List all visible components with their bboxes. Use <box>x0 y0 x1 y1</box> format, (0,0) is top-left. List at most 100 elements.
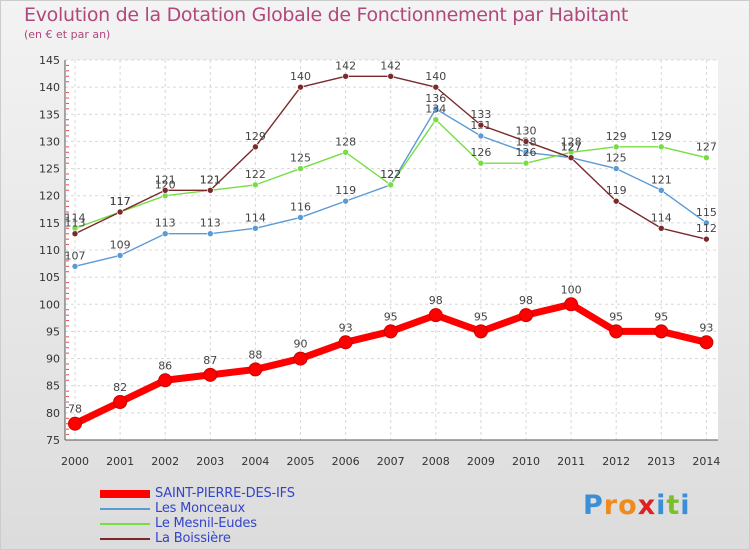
data-point <box>609 324 624 339</box>
data-label: 86 <box>158 359 172 372</box>
logo-letter: i <box>680 490 691 521</box>
x-tick-label: 2007 <box>377 455 405 468</box>
data-label: 126 <box>516 146 537 159</box>
logo-letter: o <box>618 490 638 521</box>
legend-swatch <box>100 538 150 540</box>
data-point <box>522 138 530 145</box>
logo-letter: x <box>637 490 657 521</box>
data-label: 140 <box>425 70 446 83</box>
data-label: 126 <box>470 146 491 159</box>
data-label: 140 <box>290 70 311 83</box>
data-point <box>699 335 714 350</box>
data-point <box>477 132 485 140</box>
data-label: 119 <box>335 184 356 197</box>
data-label: 128 <box>335 135 356 148</box>
legend-swatch <box>100 490 150 498</box>
data-label: 128 <box>561 135 582 148</box>
data-point <box>522 148 530 156</box>
data-point <box>342 197 349 205</box>
data-label: 125 <box>606 152 627 165</box>
data-point <box>432 83 440 91</box>
data-label: 121 <box>155 173 176 186</box>
y-tick-label: 140 <box>39 81 60 94</box>
data-label: 114 <box>651 211 672 224</box>
data-label: 87 <box>203 354 217 367</box>
data-label: 134 <box>425 103 446 116</box>
data-point <box>428 308 443 323</box>
data-label: 133 <box>470 108 491 121</box>
y-tick-label: 75 <box>46 434 60 447</box>
data-point <box>161 230 169 238</box>
data-point <box>477 159 485 167</box>
data-point <box>297 83 304 91</box>
data-label: 136 <box>425 92 446 105</box>
data-point <box>297 165 304 172</box>
data-label: 127 <box>561 141 582 154</box>
x-tick-label: 2003 <box>196 455 224 468</box>
data-label: 112 <box>696 222 717 235</box>
data-point <box>473 324 488 339</box>
data-point <box>113 395 128 409</box>
legend-label: SAINT-PIERRE-DES-IFS <box>155 486 295 501</box>
x-tick-label: 2012 <box>602 455 630 468</box>
data-label: 82 <box>113 381 127 394</box>
data-point <box>654 324 669 339</box>
data-point <box>703 235 710 243</box>
data-point <box>252 224 259 232</box>
data-label: 114 <box>65 211 86 224</box>
logo-letter: r <box>603 490 619 521</box>
y-tick-label: 100 <box>39 298 60 311</box>
data-label: 142 <box>335 59 356 72</box>
data-point <box>248 362 263 377</box>
chart-subtitle: (en € et par an) <box>24 28 111 41</box>
data-point <box>342 72 349 80</box>
data-point <box>293 351 308 366</box>
data-point <box>71 262 79 270</box>
data-point <box>612 143 620 151</box>
x-tick-label: 2002 <box>151 455 179 468</box>
data-label: 129 <box>245 130 266 143</box>
data-point <box>612 165 620 172</box>
data-point <box>387 181 395 189</box>
data-point <box>207 230 214 238</box>
data-point <box>252 181 259 189</box>
data-point <box>657 186 665 194</box>
data-point <box>567 154 575 162</box>
data-point <box>703 219 710 227</box>
data-label: 100 <box>561 283 582 296</box>
legend-label: Les Monceaux <box>155 501 245 516</box>
y-tick-label: 110 <box>39 244 60 257</box>
y-tick-label: 115 <box>39 217 60 230</box>
x-tick-label: 2014 <box>692 455 720 468</box>
y-tick-label: 105 <box>39 271 60 284</box>
data-point <box>519 308 533 323</box>
data-label: 113 <box>155 217 176 230</box>
data-point <box>71 230 79 238</box>
data-label: 93 <box>339 321 353 334</box>
x-tick-label: 2011 <box>557 455 585 468</box>
x-tick-label: 2001 <box>106 455 134 468</box>
data-point <box>703 154 710 162</box>
data-point <box>207 186 214 194</box>
data-point <box>387 72 395 80</box>
legend-swatch <box>100 523 150 525</box>
data-label: 98 <box>519 294 533 307</box>
legend-label: La Boissière <box>155 531 231 546</box>
data-label: 117 <box>110 195 131 208</box>
y-tick-label: 130 <box>39 135 60 148</box>
legend-label: Le Mesnil-Eudes <box>155 516 257 531</box>
y-tick-label: 120 <box>39 190 60 203</box>
logo-letter: P <box>583 490 604 521</box>
x-tick-label: 2009 <box>467 455 495 468</box>
data-label: 130 <box>516 124 537 137</box>
data-label: 127 <box>696 141 717 154</box>
data-label: 93 <box>699 321 713 334</box>
data-label: 116 <box>290 200 311 213</box>
data-point <box>657 143 665 151</box>
data-label: 95 <box>654 310 668 323</box>
data-point <box>297 214 304 221</box>
y-tick-label: 90 <box>46 353 60 366</box>
data-label: 114 <box>245 211 266 224</box>
data-point <box>161 192 169 200</box>
